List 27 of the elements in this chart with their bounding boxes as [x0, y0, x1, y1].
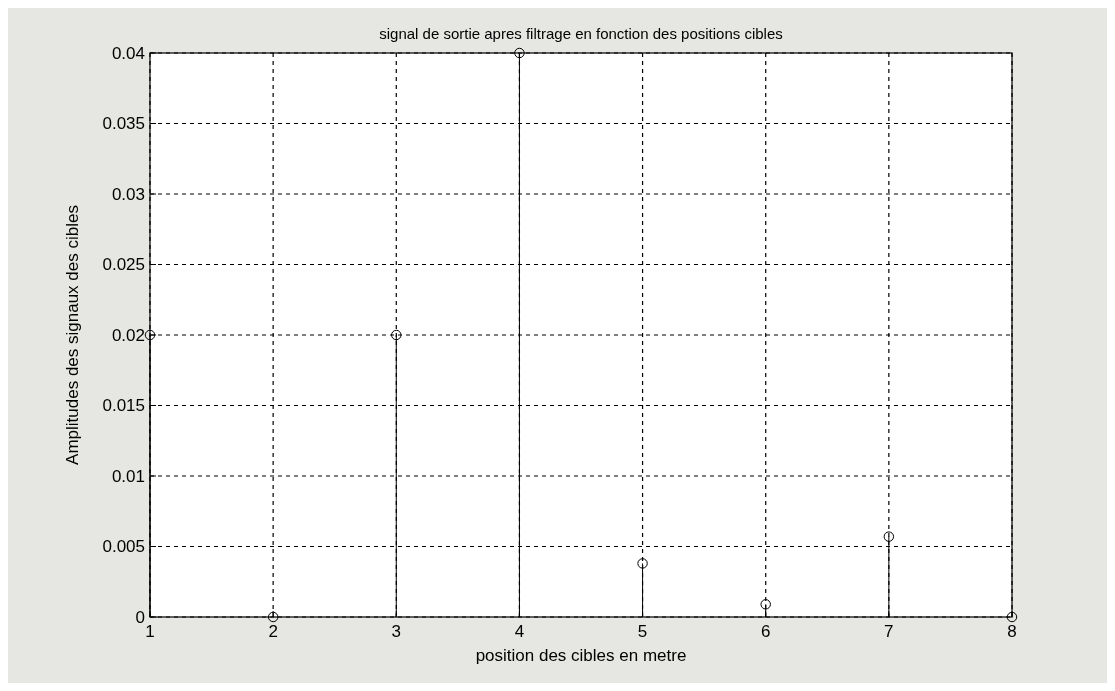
y-tick-label: 0.01 — [111, 466, 145, 486]
x-tick-label: 1 — [145, 622, 155, 641]
x-axis-title: position des cibles en metre — [475, 646, 687, 665]
point — [514, 47, 525, 59]
point — [391, 329, 402, 341]
point — [637, 558, 648, 569]
y-tick-label: 0.04 — [111, 43, 145, 63]
y-tick-label: 0.005 — [102, 537, 145, 557]
x-tick-label: 8 — [1007, 622, 1017, 641]
x-tick-label: 4 — [514, 622, 525, 641]
y-tick-label: 0.015 — [102, 396, 145, 416]
point — [1006, 611, 1018, 623]
y-axis-title: Amplitudes des signaux des cibles — [63, 205, 82, 465]
y-tick-label: 0 — [135, 607, 145, 627]
x-tick-label: 5 — [637, 622, 648, 641]
y-tick-label: 0.025 — [102, 255, 145, 275]
point — [267, 611, 279, 623]
y-tick-label: 0.02 — [111, 325, 145, 345]
x-tick-label: 6 — [760, 622, 771, 641]
y-tick-label: 0.035 — [102, 114, 145, 134]
chart-title: signal de sortie apres filtrage en fonction des positions cibles — [379, 25, 783, 42]
x-tick-label: 7 — [884, 622, 894, 641]
y-tick-label: 0.03 — [111, 184, 145, 204]
point — [883, 531, 895, 542]
x-tick-label: 3 — [391, 622, 402, 641]
point — [760, 599, 771, 610]
x-tick-label: 2 — [268, 622, 278, 641]
